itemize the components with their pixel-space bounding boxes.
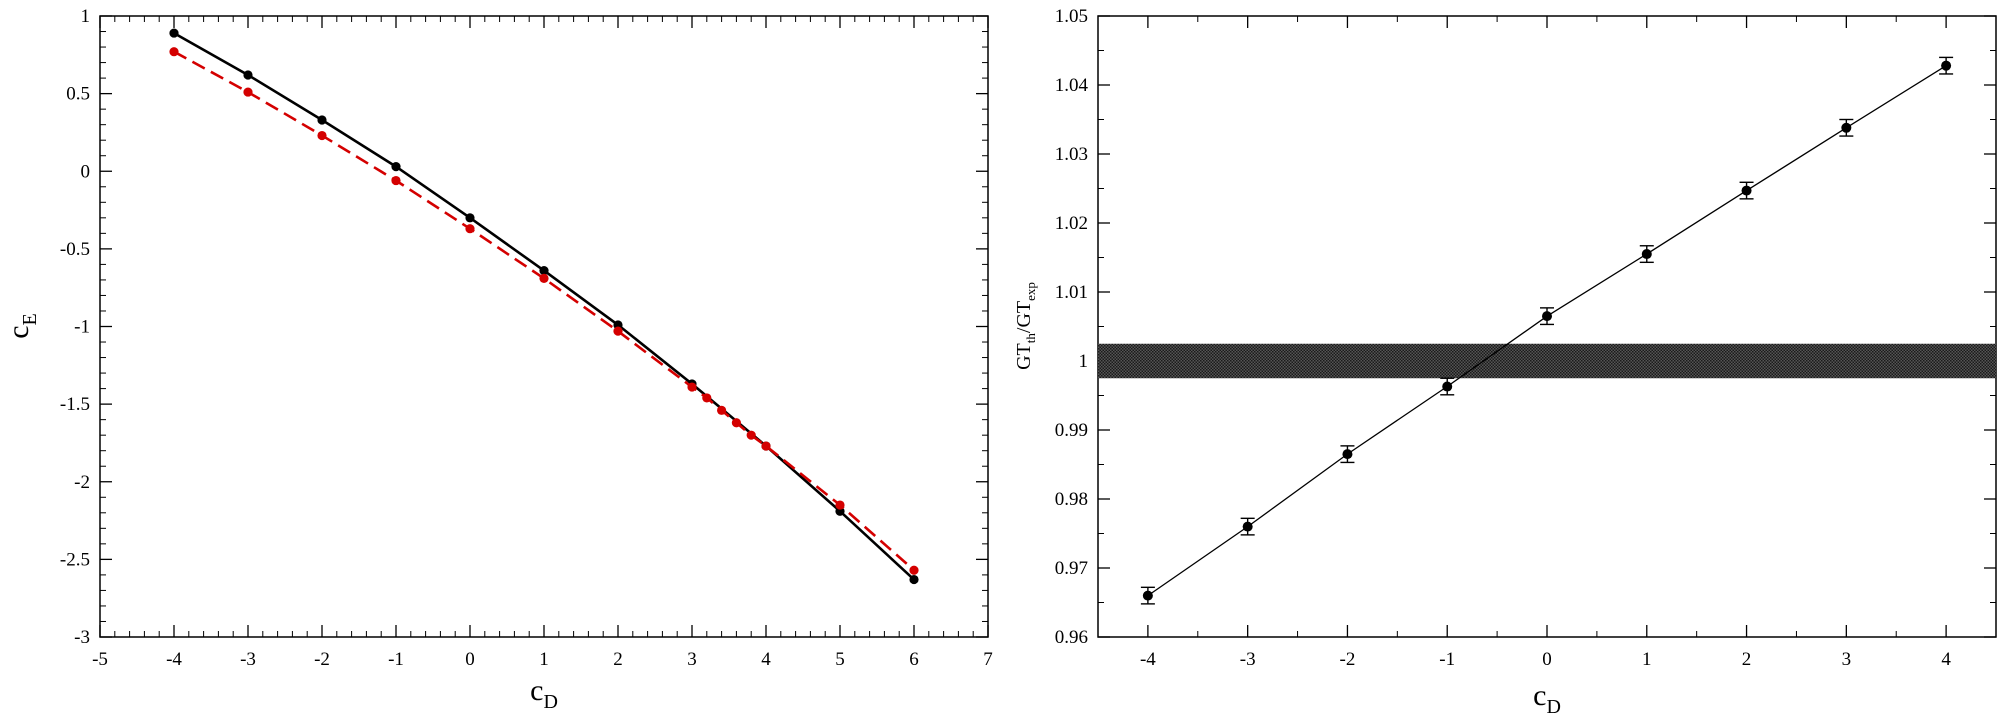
left-x-tick-label: 7 (983, 649, 993, 670)
right-series-point (1542, 311, 1552, 322)
right-y-tick-label: 0.96 (1055, 627, 1088, 648)
left-series-2-point (465, 224, 475, 234)
left-y-tick-label: 0.5 (66, 84, 90, 105)
left-y-tick-label: 0 (81, 161, 91, 182)
left-series-1-point (465, 213, 475, 223)
left-series-2-point (717, 405, 727, 415)
right-x-tick-label: -3 (1240, 649, 1256, 670)
right-y-tick-label: 1.04 (1055, 75, 1089, 96)
right-y-tick-label: 1.02 (1055, 213, 1088, 234)
right-series-point (1941, 60, 1952, 71)
left-y-tick-label: -2.5 (60, 549, 90, 570)
left-series-2-point (169, 47, 179, 57)
left-series-2-point (746, 430, 756, 440)
right-y-axis-label-mid: /GT (1013, 301, 1035, 333)
right-series-point (1242, 521, 1253, 532)
left-series-1-point (391, 161, 401, 172)
right-x-tick-label: -1 (1439, 649, 1455, 670)
right-series-point (1841, 122, 1852, 133)
left-series-1-point (243, 70, 253, 80)
right-x-tick-label: 3 (1842, 649, 1852, 670)
right-y-axis-label-sub-exp: exp (1023, 282, 1038, 301)
left-y-tick-label: -2 (74, 472, 90, 493)
right-x-tick-label: 0 (1542, 649, 1552, 670)
left-series-2-point (391, 175, 401, 186)
right-y-tick-label: 1.03 (1055, 144, 1088, 165)
left-series-2-point (243, 87, 253, 97)
left-series-1-point (169, 28, 179, 38)
left-x-tick-label: 1 (539, 649, 549, 670)
left-x-tick-label: -1 (388, 649, 404, 670)
left-series-1-point (909, 574, 919, 585)
left-x-tick-label: 4 (761, 649, 771, 670)
left-series-2-point (539, 273, 549, 283)
left-y-tick-label: -0.5 (60, 239, 90, 260)
left-x-tick-label: -2 (314, 649, 330, 670)
right-y-tick-label: 0.98 (1055, 489, 1088, 510)
left-series-2-point (731, 418, 742, 428)
left-x-tick-label: 0 (465, 649, 475, 670)
right-series-point (1741, 185, 1752, 196)
left-x-tick-label: -4 (166, 649, 182, 670)
right-plot-frame (1097, 15, 1997, 638)
right-x-tick-label: 1 (1642, 649, 1652, 670)
right-y-tick-label: 1.01 (1055, 282, 1088, 303)
right-y-tick-label: 1.05 (1055, 6, 1088, 27)
left-series-2-point (687, 382, 697, 392)
left-series-1-point (317, 115, 327, 125)
right-x-tick-label: 4 (1941, 649, 1951, 670)
left-x-tick-label: -3 (240, 649, 256, 670)
right-x-axis-label: cD (1533, 679, 1561, 716)
left-y-tick-label: -3 (74, 627, 90, 648)
right-x-tick-label: -4 (1140, 649, 1156, 670)
right-series-point (1641, 249, 1652, 260)
left-x-tick-label: -5 (92, 649, 108, 670)
right-y-tick-label: 0.99 (1055, 420, 1088, 441)
right-x-tick-label: 2 (1742, 649, 1752, 670)
left-y-tick-label: -1 (74, 317, 90, 338)
right-series-point (1142, 590, 1153, 601)
right-x-tick-label: -2 (1340, 649, 1356, 670)
left-series-2-point (909, 565, 919, 575)
right-y-axis-label: GTth/GTexp (1013, 282, 1038, 370)
left-series-2-point (761, 441, 771, 451)
left-series-2-point (317, 130, 327, 141)
right-y-axis-label-sub-th: th (1023, 333, 1038, 344)
left-y-axis-label: cE (2, 313, 41, 339)
right-x-axis-label-sub: D (1546, 696, 1560, 716)
right-experimental-band (1098, 343, 1996, 379)
left-series-2-line (173, 50, 915, 572)
right-series-point (1442, 381, 1453, 392)
left-series-2-point (835, 500, 845, 510)
left-series-1-point (539, 266, 549, 276)
left-y-tick-label: 1 (81, 6, 91, 27)
right-chart-gt-ratio-vs-cd: -4 -3 -2 -1 0 1 2 3 4 0.96 0.97 0.98 0.99 1 1.01 1.02 1.… (1013, 6, 1997, 716)
left-x-axis-label-sub: D (543, 691, 557, 713)
right-y-tick-label: 1 (1079, 351, 1089, 372)
left-y-axis-label-sub: E (19, 313, 41, 325)
left-x-axis-label: cD (530, 674, 558, 713)
right-y-tick-label: 0.97 (1055, 558, 1088, 579)
left-x-tick-label: 2 (613, 649, 623, 670)
left-series-2-point (613, 326, 623, 336)
left-x-tick-label: 3 (687, 649, 697, 670)
left-y-tick-label: -1.5 (60, 394, 90, 415)
left-x-tick-label: 6 (909, 649, 919, 670)
right-series-line (1147, 65, 1947, 597)
left-chart-ce-vs-cd: -5 -4 -3 -2 -1 0 1 2 3 4 5 6 7 -3 -2.5 -2 -1.5 -1 -0.5 0 0.5… (2, 6, 993, 713)
left-plot-frame (99, 15, 989, 638)
right-series-point (1342, 449, 1353, 460)
left-series-2-point (702, 393, 712, 403)
left-x-tick-label: 5 (835, 649, 845, 670)
